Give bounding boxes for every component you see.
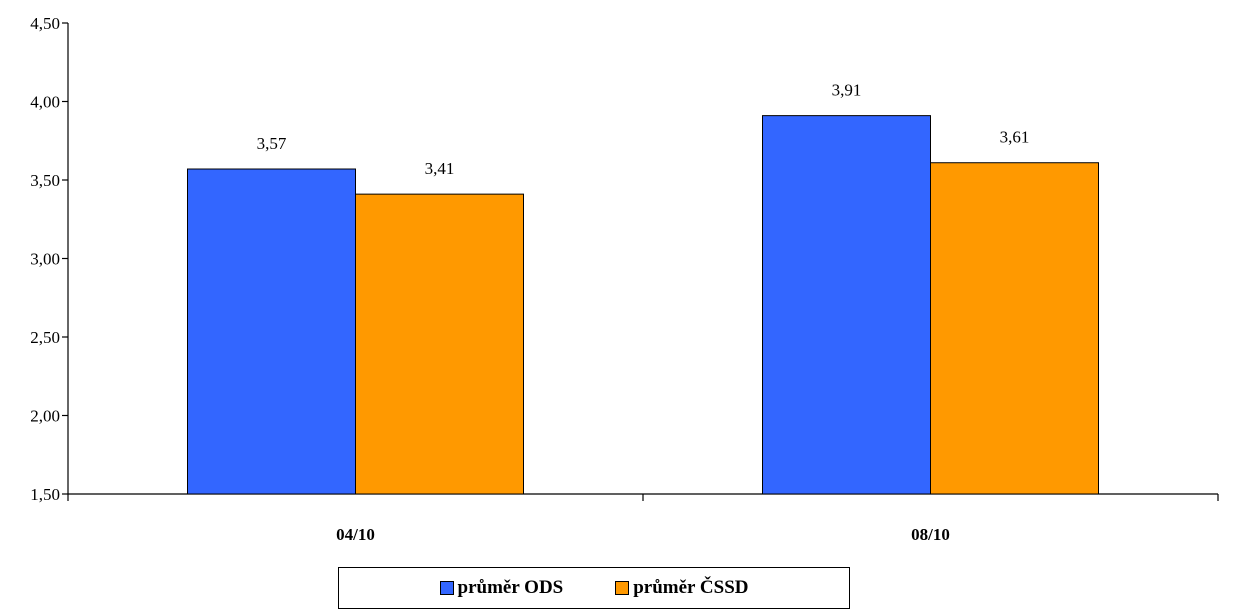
y-tick-label: 3,00: [30, 250, 60, 269]
y-tick-label: 4,00: [30, 93, 60, 112]
legend-item-cssd: průměr ČSSD: [615, 577, 748, 599]
y-tick-label: 1,50: [30, 485, 60, 504]
y-tick-label: 2,00: [30, 407, 60, 426]
legend-swatch-ods: [439, 581, 454, 595]
bar: [355, 193, 524, 495]
bars: [187, 115, 1099, 495]
legend-label-ods: průměr ODS: [457, 577, 564, 598]
legend-label-cssd: průměr ČSSD: [633, 577, 749, 598]
y-tick-label: 4,50: [30, 14, 60, 33]
bar: [762, 115, 931, 495]
legend: průměr ODS průměr ČSSD: [338, 567, 850, 609]
bar-value-label: 3,61: [1000, 128, 1030, 147]
data-labels: 3,57 3,41 3,91 3,61: [257, 81, 1030, 179]
y-axis: 1,50 2,00 2,50 3,00 3,50 4,00 4,50: [30, 14, 69, 504]
y-tick-label: 2,50: [30, 328, 60, 347]
bar: [930, 162, 1099, 495]
bar: [187, 168, 356, 495]
y-tick-label: 3,50: [30, 171, 60, 190]
legend-swatch-cssd: [615, 581, 630, 595]
x-category-label: 04/10: [336, 525, 375, 544]
x-category-label: 08/10: [911, 525, 950, 544]
bar-value-label: 3,57: [257, 134, 287, 153]
bar-chart: 1,502,002,503,003,504,004,50 04/10 08/10 …: [30, 14, 1219, 544]
bar-value-label: 3,91: [832, 81, 862, 100]
x-axis: 04/10 08/10: [67, 493, 1219, 544]
legend-item-ods: průměr ODS: [439, 577, 564, 599]
bar-value-label: 3,41: [425, 159, 455, 178]
